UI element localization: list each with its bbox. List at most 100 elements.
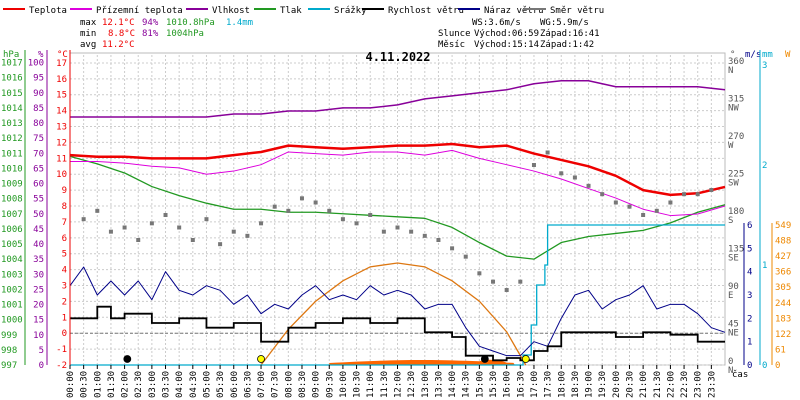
- dir-tick-compass: NE: [728, 329, 739, 339]
- wind-direction-point: [327, 208, 332, 213]
- wind-direction-point: [163, 213, 168, 217]
- hpa-tick-label: 1000: [1, 316, 23, 326]
- mm-tick-label: 0: [762, 361, 767, 371]
- stats-avg-temp: 11.2°C: [102, 40, 135, 50]
- hpa-tick-label: 1009: [1, 180, 23, 190]
- hpa-tick-label: 1010: [1, 164, 23, 174]
- x-tick-label: 23:00: [694, 371, 704, 398]
- pct-tick-label: 100: [28, 59, 44, 69]
- hpa-tick-label: 998: [1, 346, 17, 356]
- legend-label: Vlhkost: [212, 6, 250, 16]
- pct-tick-label: 20: [33, 301, 44, 311]
- temp-axis-label: °C: [57, 50, 68, 60]
- dir-tick-compass: SE: [728, 254, 739, 264]
- hpa-tick-label: 1004: [1, 255, 23, 265]
- moonset-marker: [123, 355, 132, 363]
- pct-tick-label: 80: [33, 119, 44, 129]
- sunrise-marker: [257, 355, 265, 363]
- pct-tick-label: 25: [33, 285, 44, 295]
- ms-axis-label: m/s: [745, 50, 761, 60]
- x-tick-label: 06:00: [230, 371, 240, 398]
- stats-min-label: min: [80, 29, 96, 39]
- dir-tick-compass: S: [728, 216, 733, 226]
- x-tick-label: 08:00: [284, 371, 294, 398]
- x-tick-label: 18:00: [557, 371, 567, 398]
- legend-label: Náraz větru: [484, 6, 544, 16]
- wind-direction-point: [436, 238, 441, 242]
- wind-gust-max: WG:5.9m/s: [540, 18, 589, 28]
- x-tick-label: 20:00: [612, 371, 622, 398]
- ground-temperature-line: [70, 149, 726, 217]
- sunset-time: Západ:16:41: [540, 29, 600, 39]
- mm-tick-label: 1: [762, 261, 767, 271]
- ms-tick-label: 3: [747, 291, 752, 301]
- pct-tick-label: 75: [33, 134, 44, 144]
- moonrise-marker: [480, 355, 489, 363]
- w-tick-label: 183: [775, 314, 791, 324]
- x-tick-label: 21:30: [653, 371, 663, 398]
- wind-direction-point: [641, 213, 646, 217]
- legend-label: Přízemní teplota: [96, 6, 183, 16]
- dir-tick-label: 360: [728, 57, 744, 67]
- dir-tick-compass: E: [728, 291, 733, 301]
- x-tick-label: 05:00: [202, 371, 212, 398]
- wind-direction-point: [518, 279, 523, 284]
- legend: Teplota Přízemní teplota Vlhkost Tlak Srážky…: [3, 6, 604, 16]
- hpa-tick-label: 1015: [1, 89, 23, 99]
- x-tick-label: 03:00: [148, 371, 158, 398]
- wind-direction-point: [108, 229, 113, 234]
- dir-tick-label: 180: [728, 207, 744, 217]
- stats-avg-label: avg: [80, 40, 96, 50]
- w-tick-label: 244: [775, 299, 791, 309]
- dir-tick-label: 225: [728, 170, 744, 180]
- ms-tick-label: 5: [747, 244, 752, 254]
- wind-direction-point: [313, 200, 318, 205]
- wind-direction-point: [122, 225, 127, 230]
- hpa-tick-label: 1017: [1, 59, 23, 69]
- wind-direction-point: [654, 208, 659, 213]
- temp-tick-label: 8: [62, 202, 67, 212]
- x-tick-label: 15:30: [489, 371, 499, 398]
- sunset-marker: [521, 355, 530, 363]
- x-tick-label: 09:00: [312, 371, 322, 398]
- x-tick-label: 02:30: [134, 371, 144, 398]
- x-tick-label: 23:30: [707, 371, 717, 398]
- solar-fill: [329, 359, 515, 365]
- x-tick-label: 16:00: [503, 371, 513, 398]
- w-tick-label: 366: [775, 268, 791, 278]
- chart-title: 4.11.2022: [365, 50, 430, 64]
- x-tick-label: 00:00: [66, 371, 76, 398]
- x-tick-label: 07:00: [257, 371, 267, 398]
- ms-tick-label: 2: [747, 314, 752, 324]
- dir-tick-label: 270: [728, 132, 744, 142]
- pct-tick-label: 30: [33, 270, 44, 280]
- dir-tick-compass: N: [728, 366, 733, 376]
- wind-direction-point: [81, 217, 86, 222]
- pct-tick-label: 70: [33, 149, 44, 159]
- wind-direction-point: [218, 242, 223, 247]
- x-tick-label: 01:00: [93, 371, 103, 398]
- w-tick-label: 0: [775, 361, 780, 371]
- legend-label: Směr větru: [550, 6, 604, 16]
- wind-direction-point: [668, 200, 673, 205]
- hpa-tick-label: 1008: [1, 195, 23, 205]
- pct-tick-label: 85: [33, 104, 44, 114]
- pct-tick-label: 10: [33, 331, 44, 341]
- wind-direction-point: [682, 192, 687, 197]
- w-tick-label: 549: [775, 221, 791, 231]
- pct-tick-label: 0: [39, 361, 44, 371]
- x-tick-label: 17:00: [530, 371, 540, 398]
- dir-tick-compass: W: [728, 141, 734, 151]
- temp-tick-label: 15: [56, 91, 67, 101]
- x-tick-label: 08:30: [298, 371, 308, 398]
- wind-direction-point: [600, 192, 605, 197]
- astro-block: WS:3.6m/s WG:5.9m/s Slunce Východ:06:59 …: [438, 18, 600, 50]
- moonrise-time: Východ:15:14: [474, 40, 539, 50]
- wind-direction-point: [572, 175, 577, 180]
- temp-tick-label: 1: [62, 313, 67, 323]
- wind-direction-point: [422, 233, 427, 238]
- pct-tick-label: 35: [33, 255, 44, 265]
- event-markers: [123, 355, 530, 363]
- temp-tick-label: -2: [56, 361, 67, 371]
- temp-tick-label: 12: [56, 138, 67, 148]
